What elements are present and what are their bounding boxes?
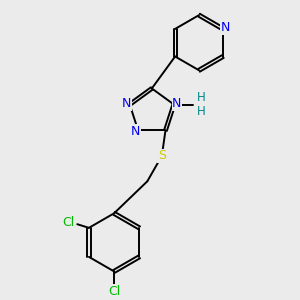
Text: Cl: Cl	[62, 216, 75, 229]
Text: N: N	[172, 97, 182, 110]
Text: S: S	[158, 149, 166, 162]
Text: H: H	[197, 104, 206, 118]
Text: Cl: Cl	[108, 284, 120, 298]
Text: N: N	[122, 97, 131, 110]
Text: N: N	[130, 125, 140, 138]
Text: N: N	[221, 21, 230, 34]
Text: H: H	[197, 92, 206, 104]
